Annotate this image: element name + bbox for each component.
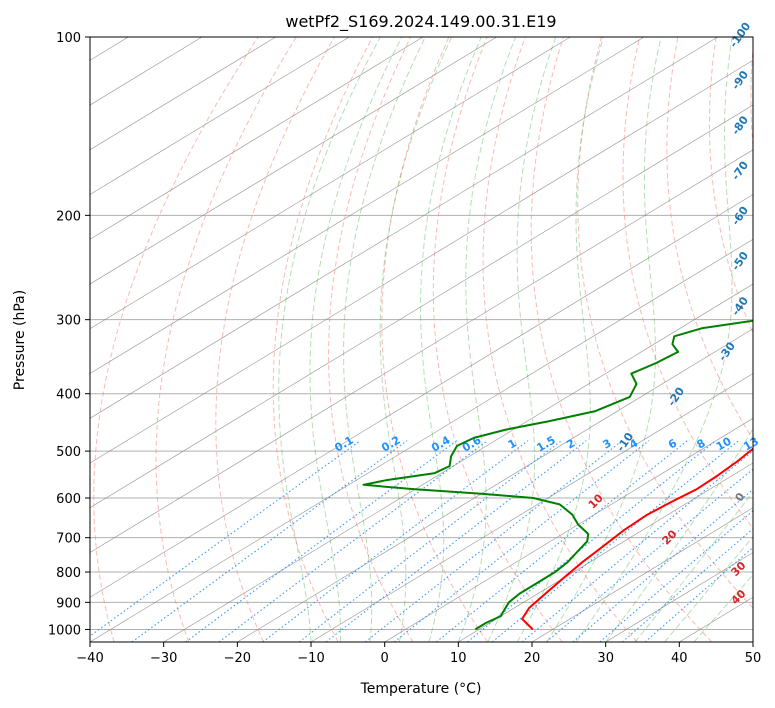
dry-adiabat-line xyxy=(482,37,638,642)
isotherm-line xyxy=(90,37,645,374)
mixing-ratio-line xyxy=(393,440,650,642)
dry-adiabat-line xyxy=(155,37,297,642)
dry-adiabat-line xyxy=(215,37,335,642)
moist-adiabat-line xyxy=(546,37,662,642)
moist-adiabat-line xyxy=(575,37,733,642)
x-tick-label: 20 xyxy=(524,651,541,666)
moist-adiabat-line xyxy=(457,37,517,642)
mixing-ratio-line xyxy=(131,440,408,642)
x-tick-label: −20 xyxy=(224,651,251,666)
mixing-ratio-line xyxy=(325,440,587,642)
x-tick-label: 10 xyxy=(450,651,467,666)
y-tick-label: 700 xyxy=(56,532,81,547)
isotherm-line xyxy=(531,507,753,642)
isotherm-line xyxy=(163,283,753,642)
mixing-ratio-line xyxy=(90,440,361,637)
isotherm-line xyxy=(90,149,753,553)
mixing-ratio-line xyxy=(491,440,739,642)
temperature-profile-line xyxy=(521,447,753,631)
mixing-ratio-line xyxy=(599,510,753,642)
moist-adiabat-line xyxy=(605,427,753,642)
dry-adiabat-line xyxy=(272,37,374,642)
moist-adiabat-line xyxy=(487,37,557,642)
y-tick-label: 600 xyxy=(56,492,81,507)
dry-adiabat-line xyxy=(530,37,713,642)
moist-adiabat-line xyxy=(343,37,426,642)
isotherm-line xyxy=(384,417,753,642)
x-tick-label: −40 xyxy=(76,651,103,666)
isotherm-line xyxy=(90,37,497,285)
chart-title: wetPf2_S169.2024.149.00.31.E19 xyxy=(285,12,556,32)
x-tick-label: −30 xyxy=(150,651,177,666)
mixing-ratio-line xyxy=(185,440,458,642)
mixing-ratio-line xyxy=(545,468,753,642)
moist-adiabat-line xyxy=(309,37,403,642)
mixing-ratio-line xyxy=(467,440,717,642)
dry-adiabat-line xyxy=(577,37,753,609)
dry-adiabat-line xyxy=(93,37,259,642)
isotherm-line xyxy=(90,37,571,330)
mixing-ratio-line xyxy=(262,440,529,642)
mixing-ratio-line xyxy=(298,440,562,642)
background-reference-lines xyxy=(90,37,753,642)
isotherm-line xyxy=(90,37,276,151)
dewpoint-profile-line xyxy=(362,319,753,631)
dry-adiabat-line xyxy=(381,37,489,642)
y-axis-label: Pressure (hPa) xyxy=(12,290,28,390)
y-tick-label: 400 xyxy=(56,388,81,403)
isotherm-line xyxy=(90,194,753,598)
x-tick-label: −10 xyxy=(297,651,324,666)
isotherm-line xyxy=(90,104,753,509)
y-tick-label: 100 xyxy=(56,31,81,46)
y-tick-label: 1000 xyxy=(48,623,81,638)
x-tick-label: 50 xyxy=(745,651,762,666)
moist-adiabat-line xyxy=(693,573,753,642)
y-tick-label: 200 xyxy=(56,209,81,224)
dry-adiabat-line xyxy=(432,37,563,642)
x-tick-label: 30 xyxy=(597,651,614,666)
mixing-ratio-line xyxy=(622,528,753,642)
dry-adiabat-line xyxy=(328,37,414,642)
x-axis-ticks: −40 −30 −20 −10 0 10 20 30 40 50 xyxy=(76,642,761,666)
sounding-profiles xyxy=(362,319,753,631)
isotherm-line xyxy=(237,328,753,642)
isotherm-line xyxy=(458,462,753,642)
mixing-ratio-line xyxy=(218,440,488,642)
plot-frame xyxy=(89,36,754,643)
x-tick-label: 0 xyxy=(381,651,389,666)
y-tick-label: 300 xyxy=(56,314,81,329)
isotherm-line xyxy=(90,37,718,419)
isotherm-line xyxy=(310,373,753,642)
isotherm-line xyxy=(90,37,350,195)
isotherm-line xyxy=(90,238,753,642)
y-tick-label: 800 xyxy=(56,566,81,581)
x-tick-label: 40 xyxy=(671,651,688,666)
y-axis-ticks: 1000 900 800 700 600 500 400 300 200 100 xyxy=(48,31,90,638)
dry-adiabat-line xyxy=(622,37,753,529)
y-tick-label: 900 xyxy=(56,596,81,611)
moist-adiabat-line xyxy=(420,37,482,642)
moist-adiabat-line xyxy=(664,536,753,642)
mixing-ratio-line xyxy=(644,546,753,642)
isotherm-line xyxy=(90,59,753,464)
isotherm-line xyxy=(90,37,424,240)
moist-adiabat-line xyxy=(278,37,381,642)
x-axis-label: Temperature (°C) xyxy=(360,681,482,697)
y-tick-label: 500 xyxy=(56,445,81,460)
